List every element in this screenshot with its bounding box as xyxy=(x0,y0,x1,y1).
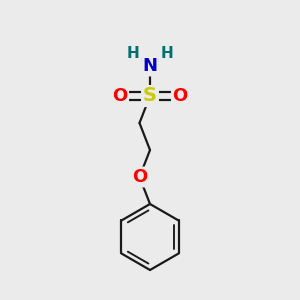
Text: O: O xyxy=(112,87,128,105)
Text: S: S xyxy=(143,86,157,106)
Text: N: N xyxy=(142,57,158,75)
Text: O: O xyxy=(132,168,147,186)
Text: O: O xyxy=(172,87,188,105)
Text: H: H xyxy=(127,46,140,62)
Text: H: H xyxy=(160,46,173,62)
